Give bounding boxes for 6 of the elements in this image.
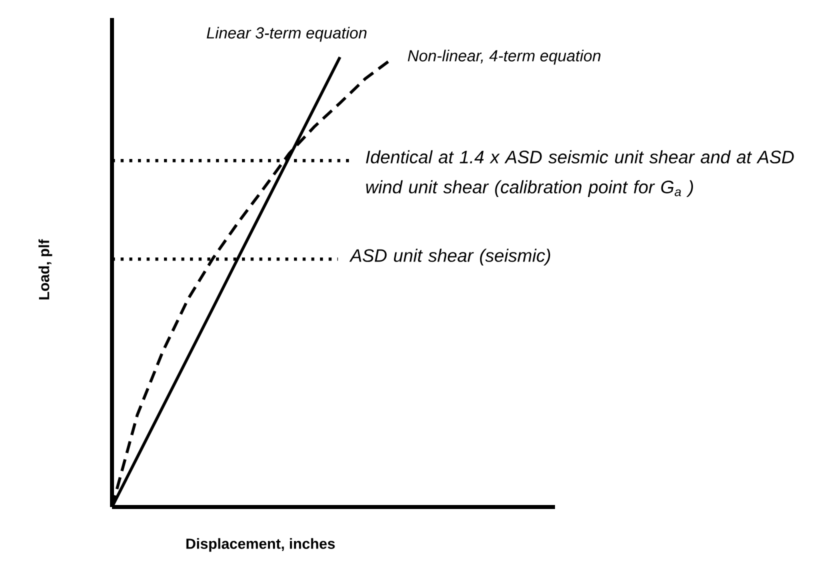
- series-label: Linear 3-term equation: [206, 26, 366, 42]
- ref-line-label: ASD unit shear (seismic): [349, 248, 550, 266]
- x-axis-title: Displacement, inches: [186, 538, 335, 552]
- y-axis-title: Load, plf: [38, 239, 52, 300]
- ref-line-label: Identical at 1.4 x ASD seismic unit shear and at ASD wind unit shear (calibration point for G$_{a}$ ): [366, 150, 794, 197]
- series-label: Non-linear, 4-term equation: [408, 50, 600, 65]
